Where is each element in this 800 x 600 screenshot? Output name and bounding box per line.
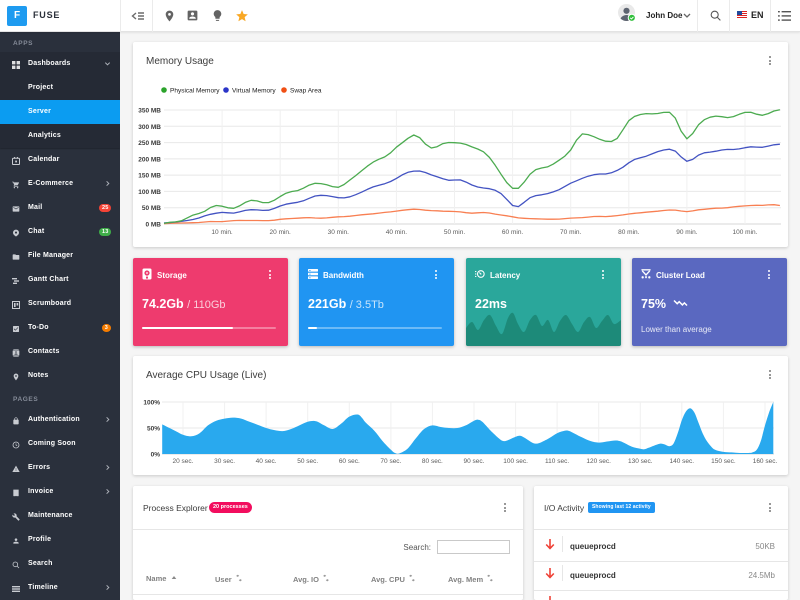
svg-text:30 min.: 30 min. [328, 229, 350, 236]
svg-text:70 min.: 70 min. [560, 229, 582, 236]
svg-text:10 min.: 10 min. [211, 229, 233, 236]
svg-text:60 sec.: 60 sec. [339, 458, 360, 465]
svg-text:50 MB: 50 MB [142, 205, 161, 212]
svg-text:40 sec.: 40 sec. [256, 458, 277, 465]
svg-text:0 MB: 0 MB [145, 222, 161, 229]
svg-text:50 min.: 50 min. [444, 229, 466, 236]
svg-text:90 min.: 90 min. [676, 229, 698, 236]
svg-text:70 sec.: 70 sec. [380, 458, 401, 465]
svg-text:120 sec.: 120 sec. [586, 458, 611, 465]
svg-text:140 sec.: 140 sec. [670, 458, 695, 465]
svg-text:40 min.: 40 min. [386, 229, 408, 236]
svg-text:20 sec.: 20 sec. [173, 458, 194, 465]
svg-text:100%: 100% [143, 400, 160, 407]
svg-text:50%: 50% [147, 426, 160, 433]
svg-text:100 min.: 100 min. [733, 229, 758, 236]
svg-text:100 MB: 100 MB [138, 189, 161, 196]
svg-text:110 sec.: 110 sec. [545, 458, 569, 465]
svg-text:300 MB: 300 MB [138, 124, 161, 131]
svg-text:80 min.: 80 min. [618, 229, 640, 236]
svg-text:Virtual Memory: Virtual Memory [232, 88, 276, 95]
svg-text:250 MB: 250 MB [138, 140, 161, 147]
svg-text:160 sec.: 160 sec. [753, 458, 778, 465]
svg-text:0%: 0% [151, 452, 161, 459]
svg-text:200 MB: 200 MB [138, 156, 161, 163]
svg-text:350 MB: 350 MB [138, 108, 161, 115]
svg-text:100 sec.: 100 sec. [503, 458, 528, 465]
svg-text:Physical Memory: Physical Memory [170, 88, 220, 95]
svg-text:60 min.: 60 min. [502, 229, 524, 236]
svg-text:50 sec.: 50 sec. [297, 458, 318, 465]
svg-text:150 sec.: 150 sec. [711, 458, 736, 465]
svg-text:130 sec.: 130 sec. [628, 458, 653, 465]
svg-text:Swap Area: Swap Area [290, 88, 322, 95]
svg-text:20 min.: 20 min. [270, 229, 292, 236]
svg-text:90 sec.: 90 sec. [464, 458, 485, 465]
svg-text:150 MB: 150 MB [138, 173, 161, 180]
svg-text:80 sec.: 80 sec. [422, 458, 443, 465]
svg-text:30 sec.: 30 sec. [214, 458, 235, 465]
